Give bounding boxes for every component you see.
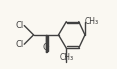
Text: Cl: Cl bbox=[16, 40, 24, 49]
Text: CH₃: CH₃ bbox=[59, 53, 73, 62]
Text: Cl: Cl bbox=[16, 21, 24, 30]
Text: O: O bbox=[43, 43, 49, 52]
Text: CH₃: CH₃ bbox=[85, 17, 99, 26]
